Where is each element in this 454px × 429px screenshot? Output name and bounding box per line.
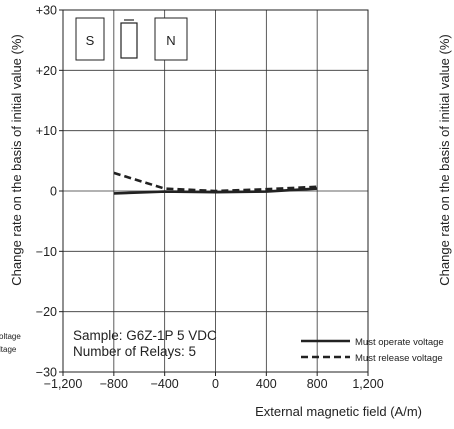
y-tick-label: +10 — [36, 124, 57, 138]
x-tick-label: 0 — [212, 377, 219, 391]
pole-n-label: N — [166, 33, 175, 48]
y-tick-label: +30 — [36, 4, 57, 18]
legend-label-release: Must release voltage — [355, 353, 443, 364]
sample-annotation: Sample: G6Z-1P 5 VDC — [73, 328, 217, 343]
x-tick-label: −800 — [100, 377, 128, 391]
y-tick-label: −30 — [36, 366, 57, 380]
x-axis-title: External magnetic field (A/m) — [255, 404, 422, 419]
y-tick-label: −20 — [36, 305, 57, 319]
y-tick-label: −10 — [36, 245, 57, 259]
series-layer — [113, 171, 318, 195]
relay-body-icon — [120, 22, 138, 59]
pole-s-label: S — [86, 33, 95, 48]
magnet-s-box — [75, 17, 105, 61]
x-tick-label: 1,200 — [352, 377, 383, 391]
y-tick-label: 0 — [50, 185, 57, 199]
x-tick-label: −400 — [151, 377, 179, 391]
x-tick-label: −1,200 — [44, 377, 83, 391]
x-tick-label: 400 — [256, 377, 277, 391]
magnet-illustration: S N — [75, 17, 188, 61]
legend: Must operate voltage Must release voltag… — [301, 337, 444, 364]
magnet-n-box — [154, 17, 188, 61]
x-tick-label: 800 — [307, 377, 328, 391]
right-y-axis-title: Change rate on the basis of initial valu… — [437, 34, 452, 285]
left-fragment-2: ltage — [0, 345, 17, 354]
relay-count-annotation: Number of Relays: 5 — [73, 344, 196, 359]
left-fragment-1: oltage — [0, 332, 21, 341]
y-axis-title: Change rate on the basis of initial valu… — [9, 34, 24, 285]
y-tick-label: +20 — [36, 64, 57, 78]
legend-label-operate: Must operate voltage — [355, 337, 444, 348]
tick-layer: −1,200 −800 −400 0 400 800 1,200 +30 +20 +10 0 −10 −… — [36, 4, 384, 392]
grid-layer — [63, 10, 368, 372]
series-line-release — [113, 171, 318, 193]
